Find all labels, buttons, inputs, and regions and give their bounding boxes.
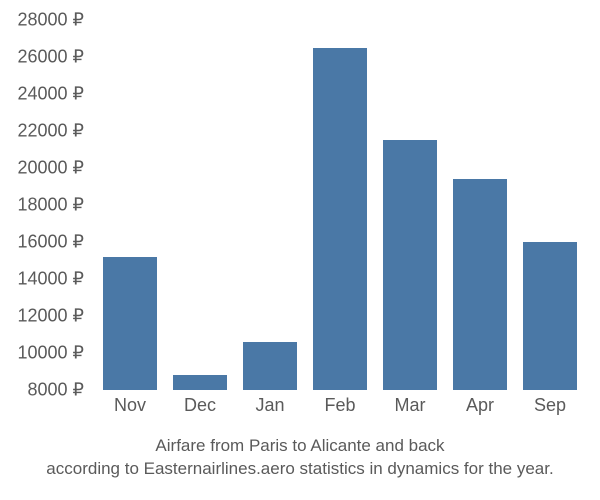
bar — [173, 375, 228, 390]
x-axis-label: Feb — [305, 395, 375, 416]
y-axis: 8000 ₽10000 ₽12000 ₽14000 ₽16000 ₽18000 … — [0, 20, 90, 390]
y-tick-label: 10000 ₽ — [0, 343, 90, 364]
y-tick-label: 14000 ₽ — [0, 269, 90, 290]
x-axis-label: Nov — [95, 395, 165, 416]
y-tick-label: 12000 ₽ — [0, 306, 90, 327]
y-tick-label: 28000 ₽ — [0, 10, 90, 31]
caption-line-1: Airfare from Paris to Alicante and back — [0, 435, 600, 458]
bar-slot — [165, 20, 235, 390]
y-tick-label: 8000 ₽ — [0, 380, 90, 401]
bar — [103, 257, 158, 390]
plot-area — [95, 20, 585, 390]
bar-slot — [305, 20, 375, 390]
bar — [383, 140, 438, 390]
bar — [453, 179, 508, 390]
x-axis: NovDecJanFebMarAprSep — [95, 395, 585, 416]
x-axis-label: Dec — [165, 395, 235, 416]
bar-slot — [445, 20, 515, 390]
chart-caption: Airfare from Paris to Alicante and back … — [0, 435, 600, 481]
bar-slot — [235, 20, 305, 390]
bar-slot — [95, 20, 165, 390]
bar-slot — [375, 20, 445, 390]
x-axis-label: Apr — [445, 395, 515, 416]
bar-slot — [515, 20, 585, 390]
bar — [243, 342, 298, 390]
x-axis-label: Mar — [375, 395, 445, 416]
y-tick-label: 20000 ₽ — [0, 158, 90, 179]
x-axis-label: Jan — [235, 395, 305, 416]
bar — [313, 48, 368, 390]
y-tick-label: 16000 ₽ — [0, 232, 90, 253]
airfare-chart: 8000 ₽ 10000 ₽ 12000 ₽ 14000 ₽ 16000 ₽ 18000 … — [0, 0, 600, 500]
y-tick-label: 18000 ₽ — [0, 195, 90, 216]
bar — [523, 242, 578, 390]
y-tick-label: 26000 ₽ — [0, 47, 90, 68]
x-axis-label: Sep — [515, 395, 585, 416]
bars-container — [95, 20, 585, 390]
y-tick-label: 22000 ₽ — [0, 121, 90, 142]
caption-line-2: according to Easternairlines.aero statis… — [0, 458, 600, 481]
y-tick-label: 24000 ₽ — [0, 84, 90, 105]
